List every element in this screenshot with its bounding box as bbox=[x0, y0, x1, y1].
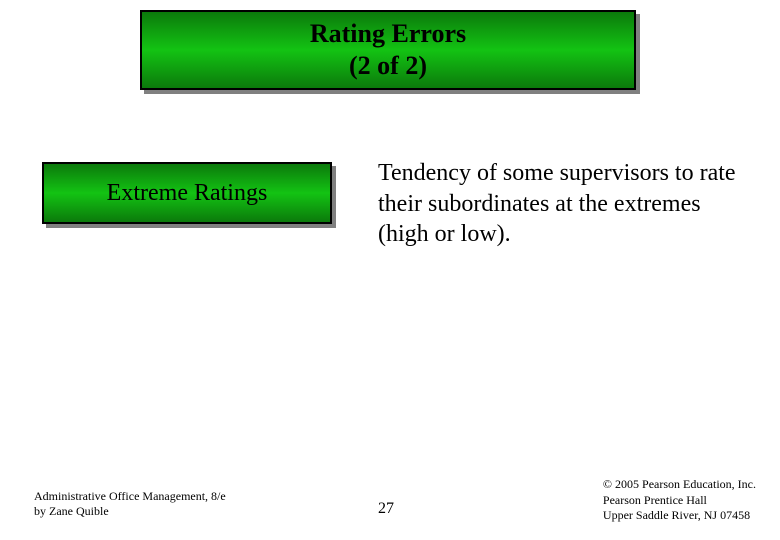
slide-container: Rating Errors (2 of 2) Extreme Ratings T… bbox=[0, 0, 780, 540]
title-line2: (2 of 2) bbox=[349, 50, 427, 83]
footer-left-line2: by Zane Quible bbox=[34, 504, 226, 520]
subhead-box: Extreme Ratings bbox=[42, 162, 332, 224]
page-number: 27 bbox=[378, 500, 394, 518]
body-text: Tendency of some supervisors to rate the… bbox=[378, 158, 748, 250]
footer-left-line1: Administrative Office Management, 8/e bbox=[34, 489, 226, 505]
footer-right-line2: Pearson Prentice Hall bbox=[603, 493, 756, 509]
title-line1: Rating Errors bbox=[310, 18, 466, 51]
footer-left: Administrative Office Management, 8/e by… bbox=[34, 489, 226, 520]
footer-right: © 2005 Pearson Education, Inc. Pearson P… bbox=[603, 477, 756, 524]
title-box: Rating Errors (2 of 2) bbox=[140, 10, 636, 90]
footer-right-line1: © 2005 Pearson Education, Inc. bbox=[603, 477, 756, 493]
subhead-label: Extreme Ratings bbox=[107, 180, 268, 207]
footer-right-line3: Upper Saddle River, NJ 07458 bbox=[603, 508, 756, 524]
